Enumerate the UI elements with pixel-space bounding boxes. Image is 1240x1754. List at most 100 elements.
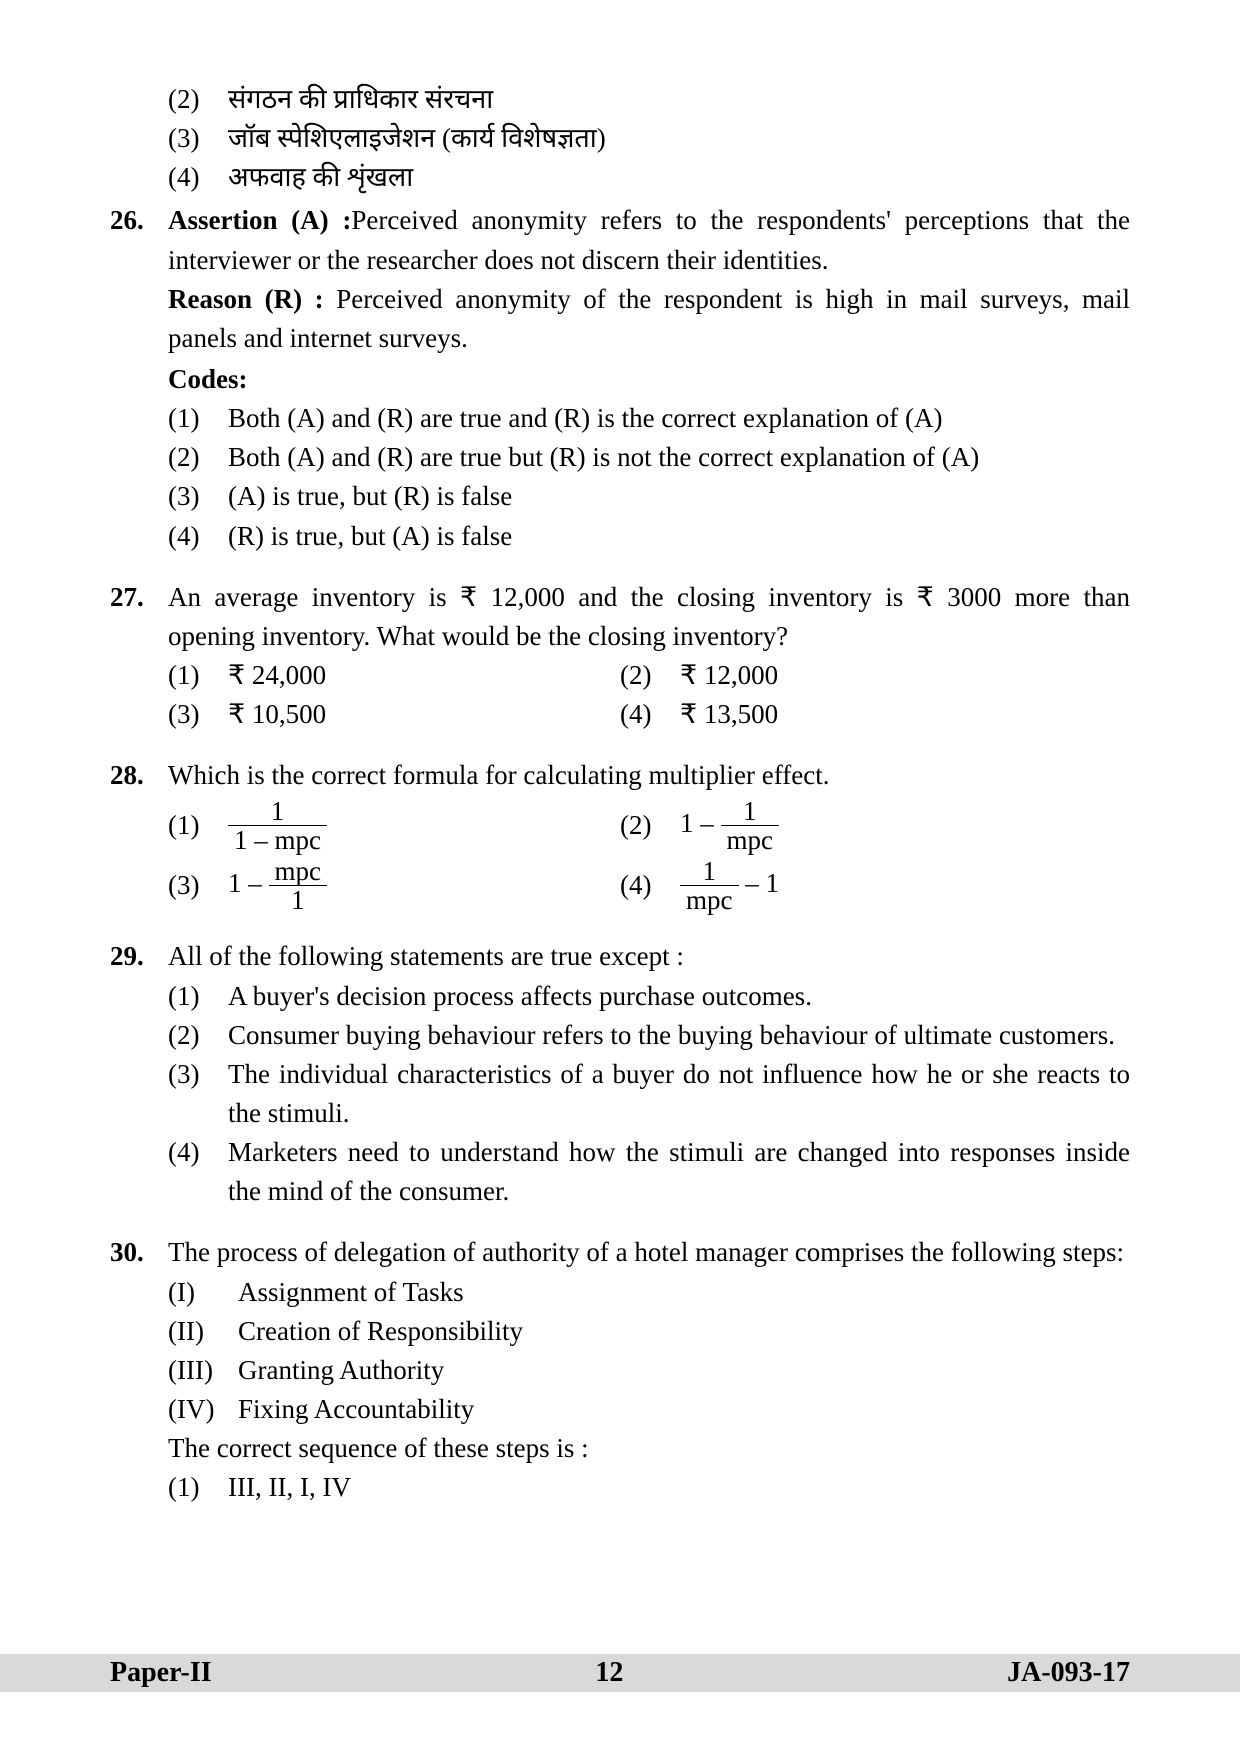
assertion-label: Assertion (A) : bbox=[168, 205, 351, 235]
question-stem: All of the following statements are true… bbox=[168, 937, 1130, 976]
option-number: (3) bbox=[168, 119, 228, 158]
question-number: 27. bbox=[110, 578, 168, 617]
question-stem: An average inventory is ₹ 12,000 and the… bbox=[168, 578, 1130, 656]
q28-option-2: (2) 1 – 1mpc bbox=[620, 795, 1130, 855]
option-text: अफवाह की शृंखला bbox=[228, 158, 1130, 197]
q27-option-3: (3) ₹ 10,500 bbox=[110, 695, 620, 734]
q30-item-1: (I) Assignment of Tasks bbox=[110, 1273, 1130, 1312]
option-text: Consumer buying behaviour refers to the … bbox=[228, 1016, 1130, 1055]
codes-label: Codes: bbox=[168, 360, 1130, 399]
option-number: (4) bbox=[620, 866, 680, 905]
q25-option-4: (4) अफवाह की शृंखला bbox=[110, 158, 1130, 197]
option-text: Marketers need to understand how the sti… bbox=[228, 1133, 1130, 1211]
q27-option-1: (1) ₹ 24,000 bbox=[110, 656, 620, 695]
item-text: Creation of Responsibility bbox=[238, 1312, 1130, 1351]
question-stem: Assertion (A) :Perceived anonymity refer… bbox=[168, 201, 1130, 399]
fraction: 1mpc bbox=[721, 797, 780, 855]
option-number: (1) bbox=[168, 977, 228, 1016]
option-text: Both (A) and (R) are true and (R) is the… bbox=[228, 399, 1130, 438]
fraction-denominator: mpc bbox=[680, 885, 739, 914]
q27-option-2: (2) ₹ 12,000 bbox=[620, 656, 1130, 695]
option-text: (A) is true, but (R) is false bbox=[228, 477, 1130, 516]
option-text: III, II, I, IV bbox=[228, 1468, 1130, 1507]
option-formula: 1 – mpc1 bbox=[228, 857, 620, 915]
question-26: 26. Assertion (A) :Perceived anonymity r… bbox=[110, 201, 1130, 555]
q28-option-3: (3) 1 – mpc1 bbox=[110, 855, 620, 915]
option-text: ₹ 12,000 bbox=[680, 656, 1130, 695]
item-number: (I) bbox=[168, 1273, 238, 1312]
question-number: 29. bbox=[110, 937, 168, 976]
option-number: (1) bbox=[168, 399, 228, 438]
option-number: (3) bbox=[168, 695, 228, 734]
question-stem: Which is the correct formula for calcula… bbox=[168, 756, 1130, 795]
fraction-numerator: 1 bbox=[228, 797, 327, 825]
q25-option-2: (2) संगठन की प्राधिकार संरचना bbox=[110, 80, 1130, 119]
option-number: (2) bbox=[168, 80, 228, 119]
q29-option-3: (3) The individual characteristics of a … bbox=[110, 1055, 1130, 1133]
q26-option-3: (3) (A) is true, but (R) is false bbox=[110, 477, 1130, 516]
q27-options: (1) ₹ 24,000 (2) ₹ 12,000 (3) ₹ 10,500 (… bbox=[110, 656, 1130, 734]
option-text: जॉब स्पेशिएलाइजेशन (कार्य विशेषज्ञता) bbox=[228, 119, 1130, 158]
option-number: (2) bbox=[620, 806, 680, 845]
option-formula: 11 – mpc bbox=[228, 797, 620, 855]
option-formula: 1mpc – 1 bbox=[680, 857, 1130, 915]
option-number: (4) bbox=[168, 1133, 228, 1172]
option-text: Both (A) and (R) are true but (R) is not… bbox=[228, 438, 1130, 477]
sequence-label-text: The correct sequence of these steps is : bbox=[168, 1429, 1130, 1468]
option-number: (3) bbox=[168, 477, 228, 516]
option-text: ₹ 13,500 bbox=[680, 695, 1130, 734]
q26-option-4: (4) (R) is true, but (A) is false bbox=[110, 517, 1130, 556]
option-number: (3) bbox=[168, 1055, 228, 1094]
option-number: (1) bbox=[168, 656, 228, 695]
item-number: (II) bbox=[168, 1312, 238, 1351]
q26-option-2: (2) Both (A) and (R) are true but (R) is… bbox=[110, 438, 1130, 477]
q28-option-1: (1) 11 – mpc bbox=[110, 795, 620, 855]
fraction-denominator: mpc bbox=[721, 825, 780, 854]
option-number: (1) bbox=[168, 806, 228, 845]
reason-label: Reason (R) : bbox=[168, 284, 324, 314]
q29-option-2: (2) Consumer buying behaviour refers to … bbox=[110, 1016, 1130, 1055]
fraction-denominator: 1 – mpc bbox=[228, 825, 327, 854]
item-text: Granting Authority bbox=[238, 1351, 1130, 1390]
item-number: (IV) bbox=[168, 1390, 238, 1429]
question-number: 26. bbox=[110, 201, 168, 240]
fraction: 11 – mpc bbox=[228, 797, 327, 855]
question-stem: The process of delegation of authority o… bbox=[168, 1233, 1130, 1272]
footer-right: JA-093-17 bbox=[1007, 1653, 1130, 1694]
page: (2) संगठन की प्राधिकार संरचना (3) जॉब स्… bbox=[0, 0, 1240, 1754]
item-text: Fixing Accountability bbox=[238, 1390, 1130, 1429]
option-number: (4) bbox=[620, 695, 680, 734]
option-number: (2) bbox=[620, 656, 680, 695]
q29-option-4: (4) Marketers need to understand how the… bbox=[110, 1133, 1130, 1211]
question-28: 28. Which is the correct formula for cal… bbox=[110, 756, 1130, 915]
option-number: (3) bbox=[168, 866, 228, 905]
formula-prefix: 1 – bbox=[228, 868, 269, 898]
option-number: (4) bbox=[168, 517, 228, 556]
footer-left: Paper-II bbox=[110, 1653, 212, 1694]
page-footer: Paper-II 12 JA-093-17 bbox=[0, 1654, 1240, 1692]
option-number: (1) bbox=[168, 1468, 228, 1507]
fraction-numerator: 1 bbox=[721, 797, 780, 825]
option-number: (2) bbox=[168, 438, 228, 477]
fraction: 1mpc bbox=[680, 857, 739, 915]
q29-option-1: (1) A buyer's decision process affects p… bbox=[110, 977, 1130, 1016]
question-27: 27. An average inventory is ₹ 12,000 and… bbox=[110, 578, 1130, 735]
q30-item-2: (II) Creation of Responsibility bbox=[110, 1312, 1130, 1351]
question-30: 30. The process of delegation of authori… bbox=[110, 1233, 1130, 1507]
q30-sequence-label: The correct sequence of these steps is : bbox=[110, 1429, 1130, 1468]
formula-prefix: 1 – bbox=[680, 808, 721, 838]
q28-option-4: (4) 1mpc – 1 bbox=[620, 855, 1130, 915]
option-text: A buyer's decision process affects purch… bbox=[228, 977, 1130, 1016]
q30-item-3: (III) Granting Authority bbox=[110, 1351, 1130, 1390]
item-text: Assignment of Tasks bbox=[238, 1273, 1130, 1312]
option-number: (4) bbox=[168, 158, 228, 197]
q25-option-3: (3) जॉब स्पेशिएलाइजेशन (कार्य विशेषज्ञता… bbox=[110, 119, 1130, 158]
option-text: The individual characteristics of a buye… bbox=[228, 1055, 1130, 1133]
q27-option-4: (4) ₹ 13,500 bbox=[620, 695, 1130, 734]
option-formula: 1 – 1mpc bbox=[680, 797, 1130, 855]
option-text: (R) is true, but (A) is false bbox=[228, 517, 1130, 556]
fraction-numerator: 1 bbox=[680, 857, 739, 885]
item-number: (III) bbox=[168, 1351, 238, 1390]
formula-suffix: – 1 bbox=[739, 868, 780, 898]
footer-center: 12 bbox=[595, 1653, 623, 1694]
